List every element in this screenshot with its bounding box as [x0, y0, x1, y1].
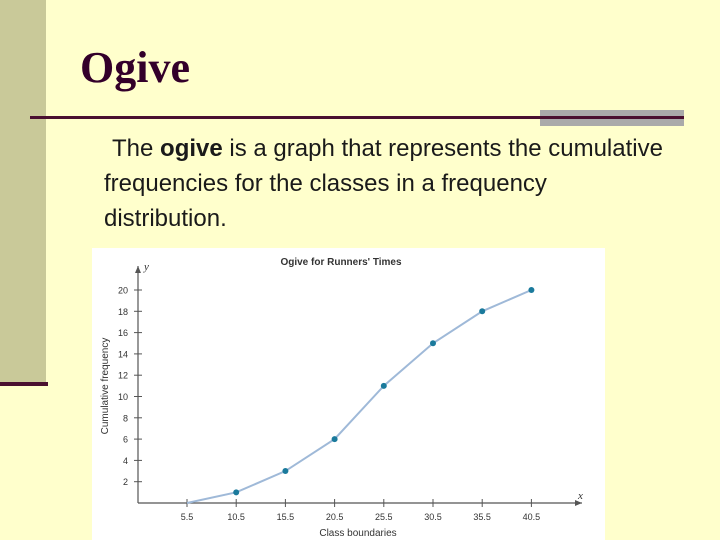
x-tick-label: 15.5 [277, 512, 295, 522]
x-tick-label: 10.5 [227, 512, 245, 522]
y-axis-letter: y [143, 261, 149, 273]
x-tick-label: 40.5 [523, 512, 541, 522]
x-tick-label: 25.5 [375, 512, 393, 522]
chart-title: Ogive for Runners' Times [280, 257, 402, 268]
data-point [430, 340, 436, 347]
x-tick-label: 20.5 [326, 512, 344, 522]
title-divider-line [30, 116, 542, 119]
data-point [282, 468, 289, 475]
chart-ticks: 2 4 6 8 10 12 14 16 18 20 5.5 10.5 15.5 20.5 25.5 30.5 3… [118, 286, 540, 523]
chart-series [186, 287, 535, 504]
y-tick-label: 14 [118, 349, 128, 359]
y-tick-label: 16 [118, 328, 128, 338]
data-point [331, 436, 338, 443]
y-tick-label: 18 [118, 307, 128, 317]
y-tick-label: 20 [118, 286, 128, 296]
x-tick-label: 35.5 [473, 512, 491, 522]
ogive-chart-panel: Ogive for Runners' Times Cumulative freq… [92, 248, 605, 540]
y-tick-label: 2 [123, 477, 128, 487]
y-tick-label: 6 [123, 435, 128, 445]
x-tick-label: 30.5 [424, 512, 442, 522]
y-axis-label: Cumulative frequency [100, 338, 111, 435]
ogive-chart: Ogive for Runners' Times Cumulative freq… [100, 257, 583, 539]
data-point [380, 382, 387, 389]
ogive-line [186, 289, 532, 504]
body-text-term: ogive [160, 135, 223, 162]
x-axis-arrowhead [575, 500, 582, 506]
y-tick-label: 8 [123, 413, 128, 423]
slide-title: Ogive [80, 43, 190, 92]
body-text-rest: is a graph that represents the cumulativ… [104, 135, 663, 232]
data-point [479, 308, 486, 315]
y-tick-label: 12 [118, 371, 128, 381]
x-axis-label: Class boundaries [319, 528, 396, 539]
left-band-underline [0, 382, 48, 386]
left-decorative-band [0, 0, 46, 386]
data-point [528, 287, 535, 293]
title-divider-accent [540, 110, 684, 126]
body-text-start: The [112, 135, 161, 162]
y-tick-label: 4 [123, 456, 128, 466]
x-tick-label: 5.5 [181, 512, 194, 522]
y-axis-arrowhead [135, 266, 141, 273]
y-tick-label: 10 [118, 392, 128, 402]
data-point [233, 489, 240, 496]
slide-body-text: The ogive is a graph that represents the… [104, 131, 664, 236]
x-axis-letter: x [577, 490, 583, 502]
chart-axes [135, 266, 582, 506]
